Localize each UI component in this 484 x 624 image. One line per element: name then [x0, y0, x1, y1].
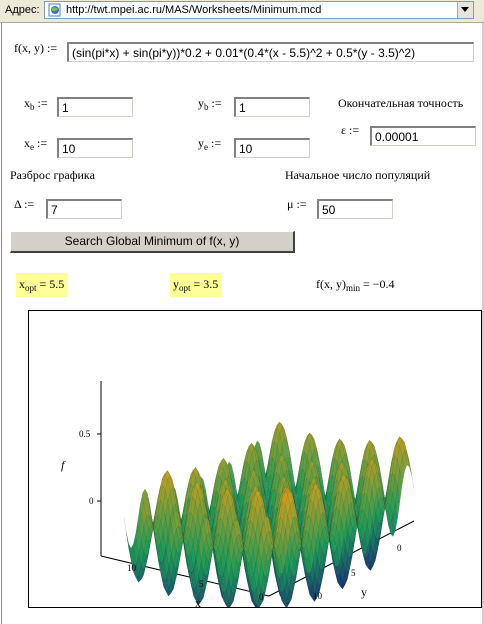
x-axis-line — [100, 555, 270, 597]
search-global-minimum-button[interactable]: Search Global Minimum of f(x, y) — [10, 231, 295, 253]
address-dropdown-button[interactable] — [457, 2, 473, 18]
function-expression-input[interactable]: (sin(pi*x) + sin(pi*y))*0.2 + 0.01*(0.4*… — [67, 42, 474, 62]
fmin-result: f(x, y)min = −0.4 — [316, 277, 395, 293]
z-axis-label: f — [61, 458, 66, 472]
ye-label: ye := — [198, 136, 222, 152]
frame-right-border — [482, 23, 484, 624]
xb-label: xb := — [24, 96, 48, 112]
yopt-result: yopt = 3.5 — [170, 273, 222, 297]
yb-label: yb := — [198, 96, 222, 112]
spread-input[interactable]: 7 — [46, 199, 122, 219]
spread-title: Разброс графика — [10, 168, 95, 182]
xe-input[interactable]: 10 — [57, 138, 133, 158]
delta-label: Δ := — [14, 197, 35, 211]
function-label: f(x, y) := — [14, 41, 58, 55]
y-tick-label: 10 — [313, 591, 323, 601]
chevron-down-icon — [461, 7, 469, 12]
surface-plot[interactable]: 0.5 0 10 5 0 0 5 10 x y f — [28, 310, 482, 610]
yb-input[interactable]: 1 — [234, 97, 310, 117]
address-url: http://twt.mpei.ac.ru/MAS/Worksheets/Min… — [66, 4, 322, 16]
y-tick-label: 0 — [397, 543, 402, 553]
address-bar: Адрес: http://twt.mpei.ac.ru/MAS/Workshe… — [0, 0, 484, 23]
y-tick-label: 5 — [351, 568, 356, 578]
surface-plot-canvas: 0.5 0 10 5 0 0 5 10 x y f — [61, 381, 415, 610]
z-tick-label: 0.5 — [79, 429, 91, 439]
population-input[interactable]: 50 — [317, 199, 393, 219]
x-tick-label: 10 — [127, 563, 137, 573]
address-input[interactable]: http://twt.mpei.ac.ru/MAS/Worksheets/Min… — [44, 1, 474, 19]
precision-input[interactable]: 0.00001 — [370, 126, 476, 146]
x-tick-label: 5 — [199, 579, 204, 589]
precision-title: Окончательная точность — [338, 96, 464, 110]
page-icon — [48, 3, 61, 17]
z-tick-label: 0 — [89, 496, 94, 506]
xb-input[interactable]: 1 — [57, 97, 133, 117]
address-label: Адрес: — [5, 4, 40, 16]
x-tick-label: 0 — [259, 592, 264, 602]
epsilon-label: ε := — [341, 123, 360, 137]
frame-left-border — [1, 23, 2, 624]
x-axis-label: x — [195, 596, 201, 607]
mu-label: μ := — [287, 197, 307, 211]
y-axis-label: y — [361, 585, 367, 599]
ye-input[interactable]: 10 — [234, 138, 310, 158]
xe-label: xe := — [24, 136, 48, 152]
population-title: Начальное число популяций — [285, 168, 431, 182]
surface-mesh — [123, 421, 415, 610]
xopt-result: xopt = 5.5 — [16, 273, 68, 297]
